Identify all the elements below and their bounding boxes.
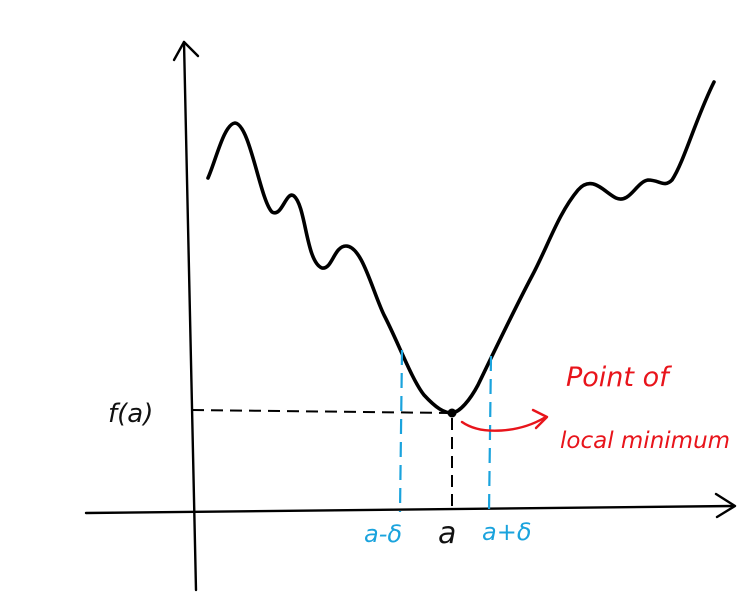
a-label: a: [438, 516, 456, 551]
y-axis-arrowhead: [172, 40, 200, 62]
f-a-label: f(a): [108, 399, 153, 429]
axes: [84, 40, 737, 592]
annotation-arrow: [460, 408, 549, 432]
a-plus-delta-guide: [487, 355, 493, 513]
a-minus-delta-label: a-δ: [364, 520, 402, 548]
y-axis: [182, 40, 198, 592]
f-a-horizontal-guide: [191, 409, 451, 414]
a-plus-delta-label: a+δ: [482, 518, 532, 546]
black-guides: [191, 409, 453, 510]
a-minus-delta-guide: [398, 349, 404, 513]
x-axis: [84, 504, 735, 515]
delta-guides: [398, 349, 493, 513]
local-minimum-point: [447, 408, 457, 418]
annotation-line-1: Point of: [566, 362, 672, 393]
x-axis-arrowhead: [714, 492, 737, 519]
function-curve: [206, 80, 716, 415]
annotation-line-2: local minimum: [560, 428, 730, 454]
